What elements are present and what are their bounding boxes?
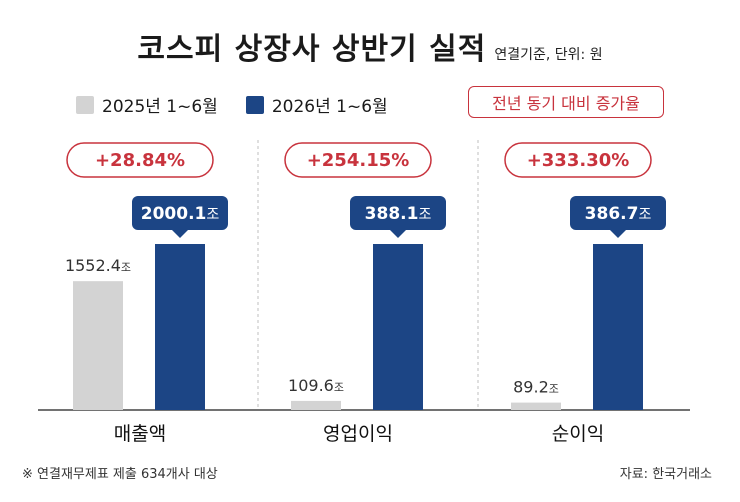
growth-label-revenue: +28.84% [95, 150, 185, 171]
value-label-2025-revenue: 1552.4조 [65, 256, 131, 275]
chart-title-text: 코스피 상장사 상반기 실적 [137, 32, 487, 67]
growth-pill-revenue [66, 142, 214, 178]
legend: 2025년 1~6월 2026년 1~6월 [76, 92, 404, 117]
legend-swatch-prev [76, 95, 94, 114]
value-label-2026-revenue: 2000.1조 [141, 204, 220, 224]
callout-box-2026-revenue [132, 196, 228, 230]
legend-item-curr: 2026년 1~6월 [245, 92, 388, 117]
category-label-operating-profit: 영업이익 [323, 423, 393, 445]
bar-2026-revenue [155, 244, 205, 410]
value-label-2025-operating-profit: 109.6조 [288, 376, 344, 395]
callout-pointer-2026-operating-profit [390, 230, 406, 238]
bar-2025-operating-profit [291, 400, 341, 410]
bar-2026-net-income [593, 244, 643, 410]
unit-note: 연결기준, 단위: 원 [494, 47, 603, 63]
bar-2025-net-income [511, 402, 561, 410]
growth-label-operating-profit: +254.15% [307, 150, 410, 171]
legend-item-prev: 2025년 1~6월 [76, 92, 218, 117]
category-label-revenue: 매출액 [114, 423, 166, 445]
legend-label-curr: 2026년 1~6월 [271, 97, 388, 117]
value-label-2026-net-income: 386.7조 [585, 204, 652, 224]
legend-label-prev: 2025년 1~6월 [102, 97, 218, 117]
value-label-2025-net-income: 89.2조 [513, 378, 559, 397]
growth-label-net-income: +333.30% [527, 150, 630, 171]
callout-pointer-2026-net-income [610, 230, 626, 238]
source-note: 자료: 한국거래소 [619, 467, 712, 482]
callout-pointer-2026-revenue [172, 230, 188, 238]
bar-2026-operating-profit [373, 244, 423, 410]
chart-title: 코스피 상장사 상반기 실적 연결기준, 단위: 원 [0, 24, 740, 68]
yoy-badge: 전년 동기 대비 증가율 [468, 86, 664, 118]
footnote: ※ 연결재무제표 제출 634개사 대상 [22, 467, 218, 482]
growth-pill-operating-profit [284, 142, 432, 178]
value-label-2026-operating-profit: 388.1조 [365, 204, 432, 224]
growth-pill-net-income [504, 142, 652, 178]
bar-2025-revenue [73, 281, 123, 410]
category-label-net-income: 순이익 [552, 423, 604, 445]
callout-box-2026-operating-profit [350, 196, 446, 230]
callout-box-2026-net-income [570, 196, 666, 230]
legend-swatch-curr [245, 95, 264, 114]
